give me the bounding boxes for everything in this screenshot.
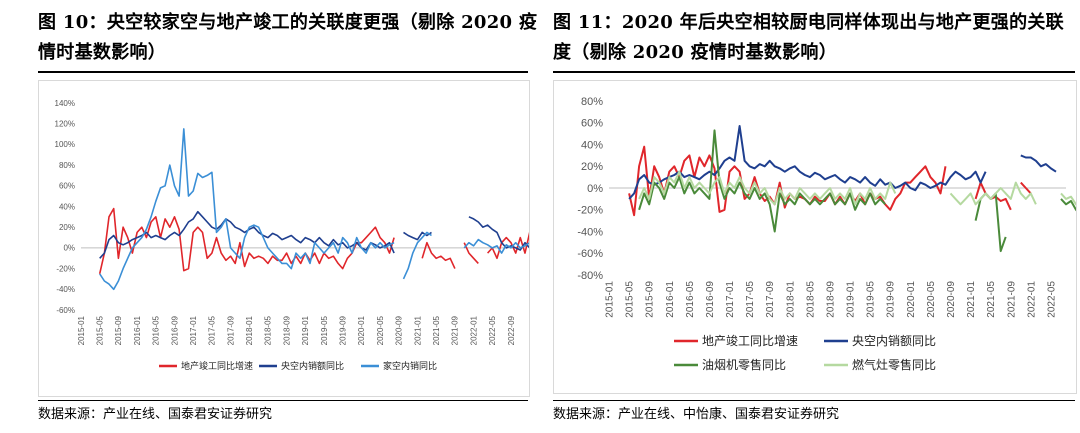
x-tick-label: 2021-05 <box>432 315 441 345</box>
x-tick-label: 2017-05 <box>208 315 217 345</box>
x-tick-label: 2022-09 <box>507 315 516 345</box>
source-divider <box>38 400 528 401</box>
x-tick-label: 2017-09 <box>226 315 235 345</box>
figure-11-title: 图 11：2020 年后央空相较厨电同样体现出与地产更强的关联度（剔除 2020… <box>553 12 1064 63</box>
y-tick-label: -20% <box>56 264 75 273</box>
y-tick-label: 40% <box>581 139 603 151</box>
x-tick-label: 2018-05 <box>805 281 816 318</box>
y-tick-label: 0% <box>587 183 603 195</box>
x-tick-label: 2021-01 <box>966 281 977 318</box>
x-tick-label: 2016-05 <box>152 315 161 345</box>
y-tick-label: -40% <box>577 226 603 238</box>
series-line <box>98 207 529 274</box>
legend-label: 燃气灶零售同比 <box>852 357 936 372</box>
x-tick-label: 2017-09 <box>765 281 776 318</box>
x-tick-label: 2020-01 <box>906 281 917 318</box>
y-tick-label: -60% <box>577 248 603 260</box>
y-tick-label: 80% <box>59 161 75 170</box>
x-tick-label: 2021-09 <box>451 315 460 345</box>
x-tick-label: 2015-05 <box>625 281 636 318</box>
x-tick-label: 2018-01 <box>245 315 254 345</box>
x-tick-label: 2015-01 <box>77 315 86 345</box>
y-tick-label: -60% <box>56 306 75 315</box>
x-tick-label: 2019-09 <box>886 281 897 318</box>
figure-11-source: 数据来源：产业在线、中怡康、国泰君安证券研究 <box>553 407 840 422</box>
legend-label: 央空内销额同比 <box>281 360 344 371</box>
x-tick-label: 2020-09 <box>946 281 957 318</box>
y-tick-label: -20% <box>577 205 603 217</box>
y-tick-label: 40% <box>59 202 75 211</box>
chart-legend: 地产竣工同比增速 央空内销额同比 家空内销同比 <box>159 360 437 371</box>
x-tick-label: 2016-09 <box>705 281 716 318</box>
x-tick-label: 2015-05 <box>95 315 104 345</box>
y-tick-label: 60% <box>581 118 603 130</box>
x-tick-label: 2018-09 <box>825 281 836 318</box>
x-tick-label: 2016-01 <box>665 281 676 318</box>
x-tick-label: 2015-09 <box>645 281 656 318</box>
y-tick-label: 80% <box>581 96 603 108</box>
source-divider <box>553 400 1075 401</box>
x-tick-label: 2017-01 <box>189 315 198 345</box>
figure-10-line-chart: 140%120%100%80%60%40%20%0%-20%-40%-60%20… <box>55 99 529 371</box>
x-tick-label: 2018-01 <box>785 281 796 318</box>
series-line <box>628 125 1057 200</box>
y-tick-label: 0% <box>63 244 75 253</box>
series-line <box>99 210 529 259</box>
x-tick-label: 2016-09 <box>170 315 179 345</box>
figure-10-source: 数据来源：产业在线、国泰君安证券研究 <box>38 407 273 422</box>
x-tick-label: 2021-01 <box>413 315 422 345</box>
x-tick-label: 2020-09 <box>395 315 404 345</box>
x-tick-label: 2020-05 <box>926 281 937 318</box>
series-line <box>99 128 529 291</box>
left-figure: 图 10：央空较家空与地产竣工的关联度更强（剔除 2020 疫情时基数影响） 1… <box>0 0 538 433</box>
x-tick-label: 2022-05 <box>1046 281 1057 318</box>
x-tick-label: 2022-01 <box>1026 281 1037 318</box>
y-tick-label: -40% <box>56 285 75 294</box>
y-tick-label: 100% <box>55 140 75 149</box>
x-tick-label: 2017-05 <box>745 281 756 318</box>
y-tick-label: -80% <box>577 270 603 282</box>
y-tick-label: 140% <box>55 99 75 108</box>
y-tick-label: 20% <box>59 223 75 232</box>
y-tick-label: 20% <box>581 161 603 173</box>
x-tick-label: 2019-05 <box>866 281 877 318</box>
right-figure: 图 11：2020 年后央空相较厨电同样体现出与地产更强的关联度（剔除 2020… <box>545 0 1080 433</box>
figure-11-chart-frame: 80% 60% 40% 20% 0% -20% -40% -60% -80% 2015-01 201… <box>553 80 1077 394</box>
x-tick-label: 2015-01 <box>605 281 616 318</box>
x-tick-label: 2017-01 <box>725 281 736 318</box>
legend-label: 油烟机零售同比 <box>702 357 786 372</box>
x-tick-label: 2019-01 <box>301 315 310 345</box>
title-divider <box>553 71 1075 73</box>
x-tick-label: 2019-01 <box>846 281 857 318</box>
legend-label: 地产竣工同比增速 <box>702 333 798 348</box>
x-tick-label: 2016-05 <box>685 281 696 318</box>
x-tick-label: 2022-01 <box>469 315 478 345</box>
x-tick-label: 2021-05 <box>986 281 997 318</box>
figure-10-chart-frame: 140% 120% 100% 80% 60% 40% 20% 0% -20% -40% -60% 20… <box>38 80 530 397</box>
x-tick-label: 2019-05 <box>320 315 329 345</box>
x-tick-label: 2016-01 <box>133 315 142 345</box>
y-tick-label: 60% <box>59 182 75 191</box>
legend-label: 央空内销额同比 <box>852 334 936 348</box>
series-line <box>628 145 1032 217</box>
x-tick-label: 2020-01 <box>357 315 366 345</box>
legend-label: 家空内销同比 <box>383 360 437 371</box>
x-tick-label: 2020-05 <box>376 315 385 345</box>
figure-11-line-chart: 80% 60% 40% 20% 0% -20% -40% -60% -80%2015-01 201… <box>577 96 1076 372</box>
legend-label: 地产竣工同比增速 <box>181 360 253 371</box>
x-tick-label: 2018-09 <box>282 315 291 345</box>
series-line <box>638 170 1076 206</box>
x-tick-label: 2018-05 <box>264 315 273 345</box>
x-tick-label: 2019-09 <box>339 315 348 345</box>
series-line <box>638 129 1076 253</box>
x-tick-label: 2022-05 <box>488 315 497 345</box>
x-tick-label: 2015-09 <box>114 315 123 345</box>
x-tick-label: 2021-09 <box>1006 281 1017 318</box>
y-tick-label: 120% <box>55 120 75 129</box>
figure-10-title: 图 10：央空较家空与地产竣工的关联度更强（剔除 2020 疫情时基数影响） <box>38 12 538 63</box>
title-divider <box>38 71 528 73</box>
